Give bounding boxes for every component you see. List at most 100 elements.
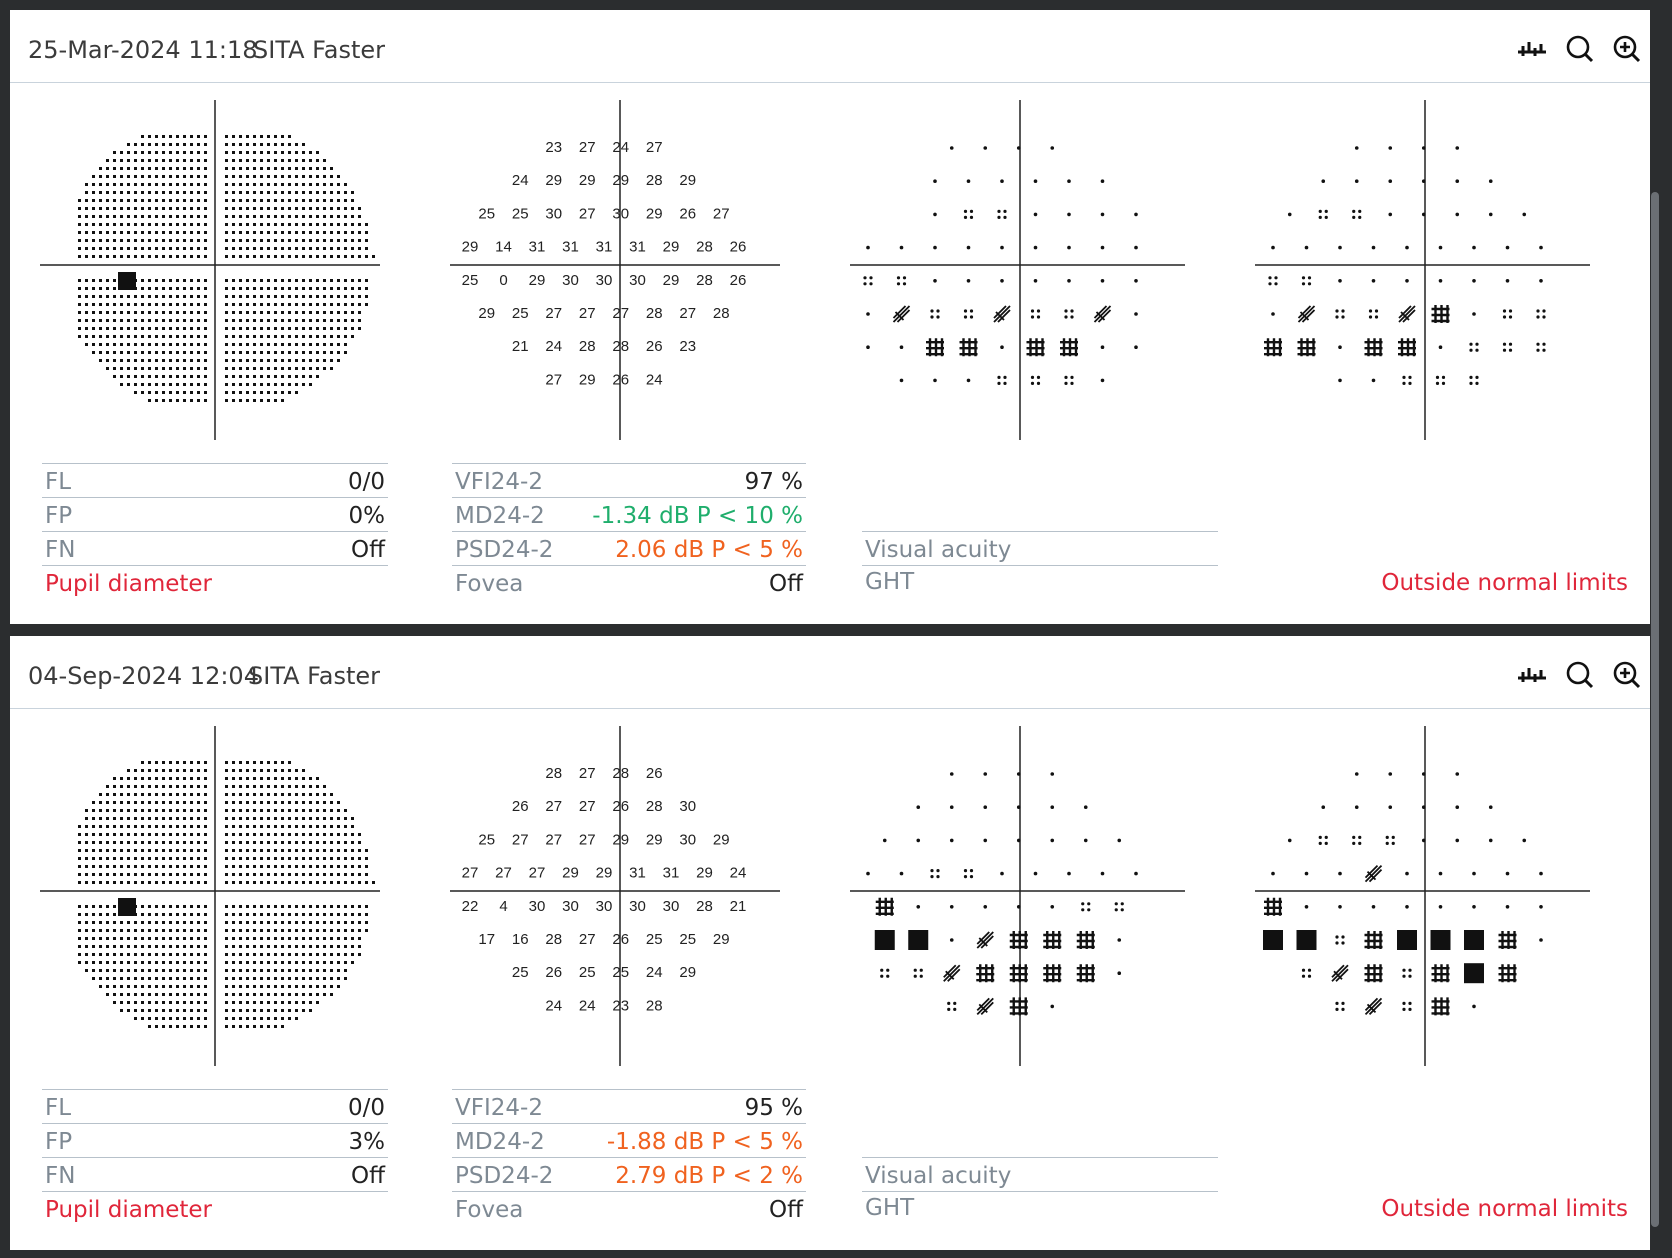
- threshold-value: 28: [612, 338, 629, 355]
- threshold-value: 28: [646, 798, 663, 815]
- threshold-value: 29: [596, 865, 613, 882]
- pattern-deviation-plot: [1255, 100, 1595, 440]
- threshold-value: 30: [545, 205, 562, 222]
- threshold-value: 29: [612, 831, 629, 848]
- threshold-value: 27: [579, 765, 596, 782]
- threshold-value: 24: [612, 139, 629, 156]
- visual-acuity-row: Visual acuity: [862, 1157, 1218, 1192]
- threshold-value: 28: [713, 305, 730, 322]
- fn-label: FN: [45, 1163, 76, 1189]
- ght-label: GHT: [865, 569, 915, 595]
- test-panel-2: 04-Sep-2024 12:04 SITA Faster 28 27 28 26 26…: [10, 636, 1650, 1250]
- fl-label: FL: [45, 1095, 72, 1121]
- threshold-value: 27: [646, 139, 663, 156]
- threshold-value: 27: [579, 305, 596, 322]
- test-date: 25-Mar-2024 11:18: [28, 36, 258, 64]
- threshold-value: 27: [495, 865, 512, 882]
- ght-row: GHT: [862, 565, 1218, 600]
- pupil-row: Pupil diameter: [42, 1191, 388, 1226]
- search-icon[interactable]: [1563, 32, 1597, 66]
- threshold-value: 25: [512, 964, 529, 981]
- fn-value: Off: [351, 1163, 385, 1189]
- threshold-value: 28: [646, 997, 663, 1014]
- ght-label: GHT: [865, 1195, 915, 1221]
- total-deviation-plot: [850, 100, 1190, 440]
- threshold-value: 31: [562, 239, 579, 256]
- greyscale-dots: [78, 135, 375, 402]
- vfi-row: VFI24-2 95 %: [452, 1089, 806, 1124]
- threshold-value: 29: [646, 831, 663, 848]
- threshold-value: 27: [579, 205, 596, 222]
- vfi-label: VFI24-2: [455, 469, 543, 495]
- threshold-value: 26: [512, 798, 529, 815]
- threshold-value: 29: [663, 239, 680, 256]
- threshold-plot: 28 27 28 26 26 27 27 26 28 30 25 27 27 27 29 29 30 29 27 27…: [450, 726, 790, 1066]
- threshold-value: 28: [646, 305, 663, 322]
- zoom-in-icon[interactable]: [1610, 658, 1644, 692]
- threshold-value: 30: [562, 272, 579, 289]
- panel-header: 25-Mar-2024 11:18 SITA Faster: [10, 10, 1650, 83]
- psd-row: PSD24-2 2.79 dB P < 2 %: [452, 1157, 806, 1192]
- threshold-value: 24: [579, 997, 596, 1014]
- threshold-value: 24: [512, 172, 529, 189]
- threshold-value: 23: [679, 338, 696, 355]
- fl-value: 0/0: [347, 1095, 385, 1121]
- threshold-value: 28: [696, 898, 713, 915]
- fp-row: FP 0%: [42, 497, 388, 532]
- threshold-value: 30: [629, 272, 646, 289]
- threshold-value: 27: [529, 865, 546, 882]
- threshold-value: 28: [696, 272, 713, 289]
- threshold-value: 25: [512, 305, 529, 322]
- psd-value: 2.06 dB P < 5 %: [615, 537, 803, 563]
- threshold-value: 23: [545, 139, 562, 156]
- threshold-value: 26: [612, 931, 629, 948]
- pattern-deviation-symbols: [1264, 146, 1546, 385]
- threshold-value: 25: [679, 931, 696, 948]
- fp-label: FP: [45, 1129, 73, 1155]
- visual-acuity-row: Visual acuity: [862, 531, 1218, 566]
- threshold-value: 30: [596, 272, 613, 289]
- scrollbar[interactable]: [1651, 192, 1659, 1227]
- md-value: -1.34 dB P < 10 %: [592, 503, 803, 529]
- threshold-value: 27: [512, 831, 529, 848]
- threshold-value: 28: [646, 172, 663, 189]
- psd-label: PSD24-2: [455, 537, 554, 563]
- threshold-value: 31: [663, 865, 680, 882]
- search-icon[interactable]: [1563, 658, 1597, 692]
- threshold-value: 27: [545, 305, 562, 322]
- pupil-diameter-label: Pupil diameter: [45, 1197, 212, 1223]
- fp-value: 3%: [348, 1129, 386, 1155]
- threshold-value: 26: [545, 964, 562, 981]
- threshold-value: 29: [579, 371, 596, 388]
- threshold-value: 31: [629, 239, 646, 256]
- threshold-value: 24: [646, 964, 663, 981]
- zoom-in-icon[interactable]: [1610, 32, 1644, 66]
- threshold-value: 29: [696, 865, 713, 882]
- threshold-value: 29: [545, 172, 562, 189]
- fl-row: FL 0/0: [42, 463, 388, 498]
- threshold-value: 30: [629, 898, 646, 915]
- pupil-diameter-label: Pupil diameter: [45, 571, 212, 597]
- psd-row: PSD24-2 2.06 dB P < 5 %: [452, 531, 806, 566]
- ght-row: GHT: [862, 1191, 1218, 1226]
- fovea-value: Off: [769, 1197, 803, 1223]
- fp-row: FP 3%: [42, 1123, 388, 1158]
- threshold-value: 29: [679, 172, 696, 189]
- total-deviation-plot: [850, 726, 1190, 1066]
- threshold-value: 17: [478, 931, 495, 948]
- chart-icon[interactable]: [1515, 32, 1549, 66]
- vfi-value: 95 %: [744, 1095, 803, 1121]
- threshold-value: 27: [612, 305, 629, 322]
- chart-icon[interactable]: [1515, 658, 1549, 692]
- threshold-value: 25: [478, 205, 495, 222]
- threshold-value: 26: [646, 338, 663, 355]
- threshold-value: 25: [646, 931, 663, 948]
- test-strategy: SITA Faster: [253, 36, 386, 64]
- threshold-value: 27: [713, 205, 730, 222]
- vfi-label: VFI24-2: [455, 1095, 543, 1121]
- md-label: MD24-2: [455, 503, 545, 529]
- total-deviation-symbols: [866, 772, 1138, 1016]
- threshold-value: 24: [646, 371, 663, 388]
- threshold-value: 26: [730, 239, 747, 256]
